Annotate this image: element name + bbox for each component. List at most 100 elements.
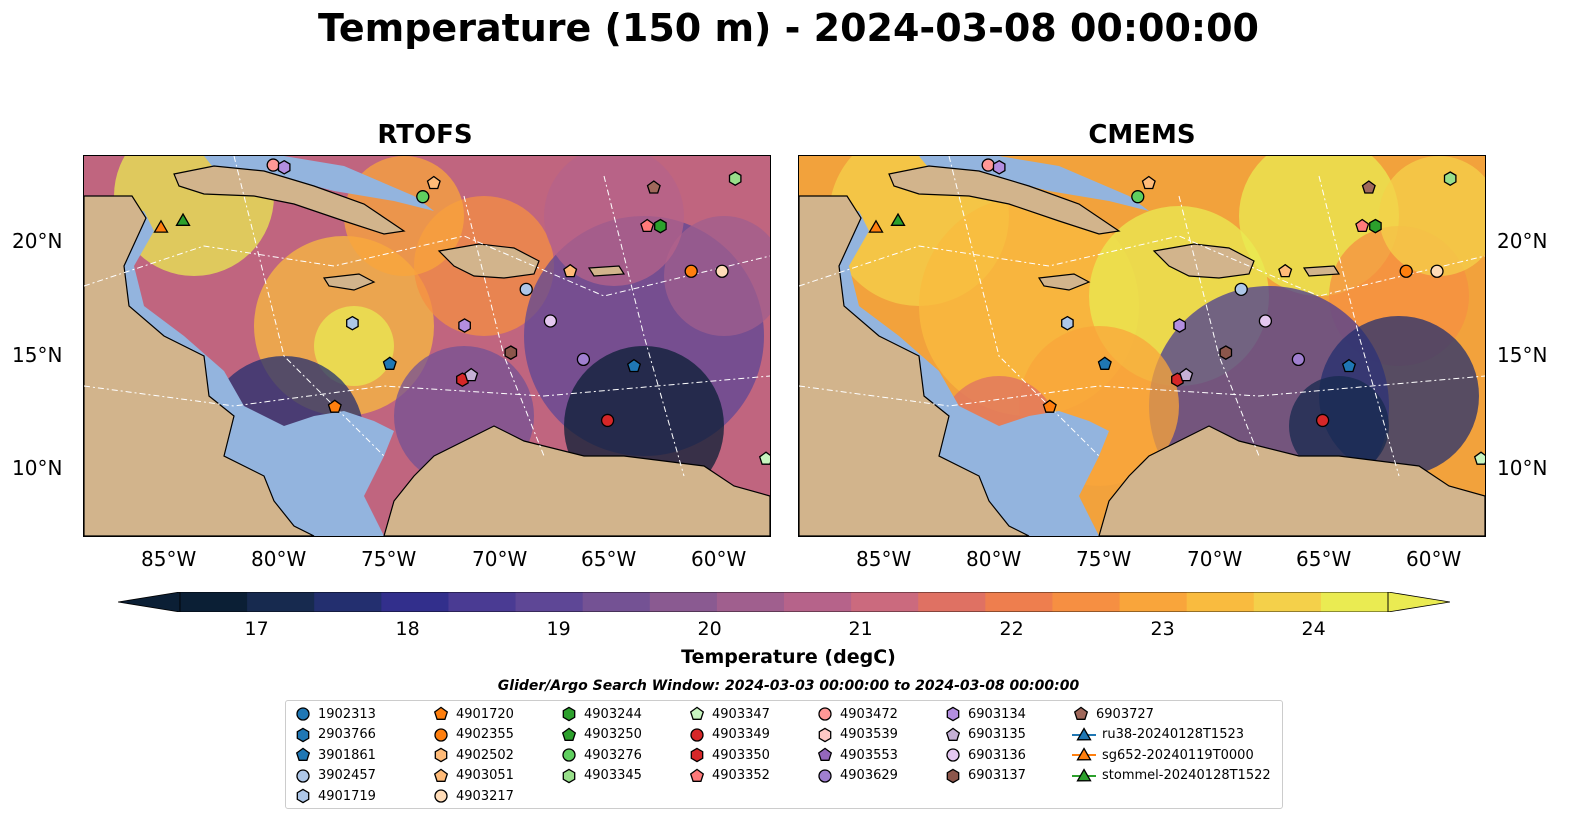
legend-item: 4903244: [560, 704, 642, 724]
float-marker: [1315, 413, 1330, 428]
float-marker: [1291, 352, 1306, 367]
float-marker: [1443, 171, 1457, 186]
circle-marker: [296, 768, 310, 783]
legend-item: sg652-20240119T0000: [1072, 745, 1254, 765]
float-marker: [382, 356, 397, 370]
pentagon-marker: [817, 747, 833, 761]
float-marker: [890, 212, 906, 226]
legend-item: ru38-20240128T1523: [1072, 725, 1244, 745]
legend-label: 4903217: [456, 788, 514, 804]
colorbar-title: Temperature (degC): [681, 646, 896, 668]
lon-label-75w-right: 75°W: [1076, 547, 1132, 571]
line-triangle-icon: [1072, 747, 1096, 761]
float-marker: [1473, 451, 1485, 465]
legend-label: 4903349: [712, 727, 770, 742]
triangle-marker: [1076, 767, 1092, 781]
line-triangle-icon: [1072, 767, 1096, 781]
eez-boundary-line: [948, 156, 1100, 457]
float-marker: [758, 451, 770, 465]
eez-boundary-line: [233, 156, 385, 457]
legend-item: 6903137: [944, 766, 1026, 786]
triangle-marker: [1076, 747, 1092, 761]
float-marker: [981, 158, 995, 172]
triangle-marker: [1076, 726, 1092, 740]
legend-item: 4903553: [816, 745, 898, 765]
land-mass: [587, 265, 626, 277]
eez-boundary-line: [1178, 195, 1260, 457]
legend-item: 6903727: [1072, 704, 1154, 724]
hexagon-marker: [434, 747, 448, 763]
legend-label: sg652-20240119T0000: [1102, 747, 1254, 763]
lon-label-80w-left: 80°W: [251, 547, 307, 571]
pentagon-icon: [433, 768, 449, 782]
pentagon-marker: [295, 747, 311, 761]
circle-marker: [434, 789, 448, 803]
legend-label: 2903766: [318, 727, 376, 742]
circle-marker: [818, 768, 832, 783]
colorbar-extend-high: [1387, 591, 1451, 613]
legend-label: 3901861: [318, 747, 376, 763]
legend-item: 4903345: [560, 766, 642, 786]
temperature-field-patch: [1379, 156, 1485, 276]
legend-label: 1902313: [318, 706, 376, 722]
legend-label: 4902355: [456, 727, 514, 742]
temperature-field-patch: [314, 306, 394, 386]
lon-label-75w-left: 75°W: [361, 547, 417, 571]
search-window-caption: Glider/Argo Search Window: 2024-03-03 00…: [497, 678, 1080, 694]
legend-label: 4903629: [840, 768, 898, 783]
circle-icon: [296, 768, 310, 783]
legend-item: 4903051: [432, 766, 514, 786]
legend-label: 4903553: [840, 747, 898, 763]
colorbar-extend-low: [117, 591, 181, 613]
eez-boundary-line: [463, 195, 545, 457]
circle-marker: [296, 707, 310, 721]
temperature-field-patch: [1289, 376, 1389, 476]
lon-label-60w-left: 60°W: [691, 547, 747, 571]
pentagon-icon: [295, 747, 311, 761]
legend-item: 3901861: [294, 745, 376, 765]
float-marker: [464, 367, 479, 382]
legend-item: 4903472: [816, 704, 898, 724]
circle-marker: [434, 727, 448, 742]
float-marker: [563, 263, 578, 278]
legend-item: 4901719: [294, 786, 376, 806]
legend-item: 6903135: [944, 725, 1026, 745]
legend-label: 4903352: [712, 768, 770, 783]
pentagon-marker: [433, 768, 449, 782]
circle-icon: [818, 768, 832, 783]
legend-item: 6903136: [944, 745, 1026, 765]
colorbar-segment: [784, 592, 852, 612]
legend-label: 3902457: [318, 768, 376, 783]
colorbar-segment: [1253, 592, 1322, 612]
lon-label-85w-right: 85°W: [856, 547, 912, 571]
legend-label: 4903276: [584, 747, 642, 763]
float-marker: [543, 314, 558, 328]
hexagon-icon: [818, 727, 832, 742]
colorbar-segment: [851, 592, 919, 612]
circle-icon: [946, 748, 960, 762]
pentagon-marker: [433, 706, 449, 720]
float-marker: [1278, 263, 1293, 278]
float-marker: [868, 219, 884, 233]
legend-item: 4901720: [432, 704, 514, 724]
eez-boundary-line: [603, 175, 685, 477]
colorbar-segment: [1320, 592, 1389, 612]
land-mass: [799, 195, 1030, 536]
legend-item: 4903539: [816, 725, 898, 745]
legend-item: 4903347: [688, 704, 770, 724]
circle-icon: [434, 789, 448, 803]
pentagon-icon: [561, 727, 577, 741]
float-marker: [1399, 264, 1413, 278]
hexagon-icon: [690, 747, 704, 763]
colorbar-tick-label: 23: [1150, 618, 1175, 640]
hexagon-icon: [296, 727, 310, 742]
float-marker: [715, 264, 729, 278]
legend-label: 6903137: [968, 768, 1026, 783]
hexagon-icon: [434, 747, 448, 763]
pentagon-icon: [945, 727, 961, 741]
colorbar-segment: [381, 592, 449, 612]
float-marker: [266, 158, 280, 172]
legend-label: 4903350: [712, 747, 770, 763]
float-marker: [640, 218, 655, 233]
pentagon-marker: [689, 768, 705, 782]
